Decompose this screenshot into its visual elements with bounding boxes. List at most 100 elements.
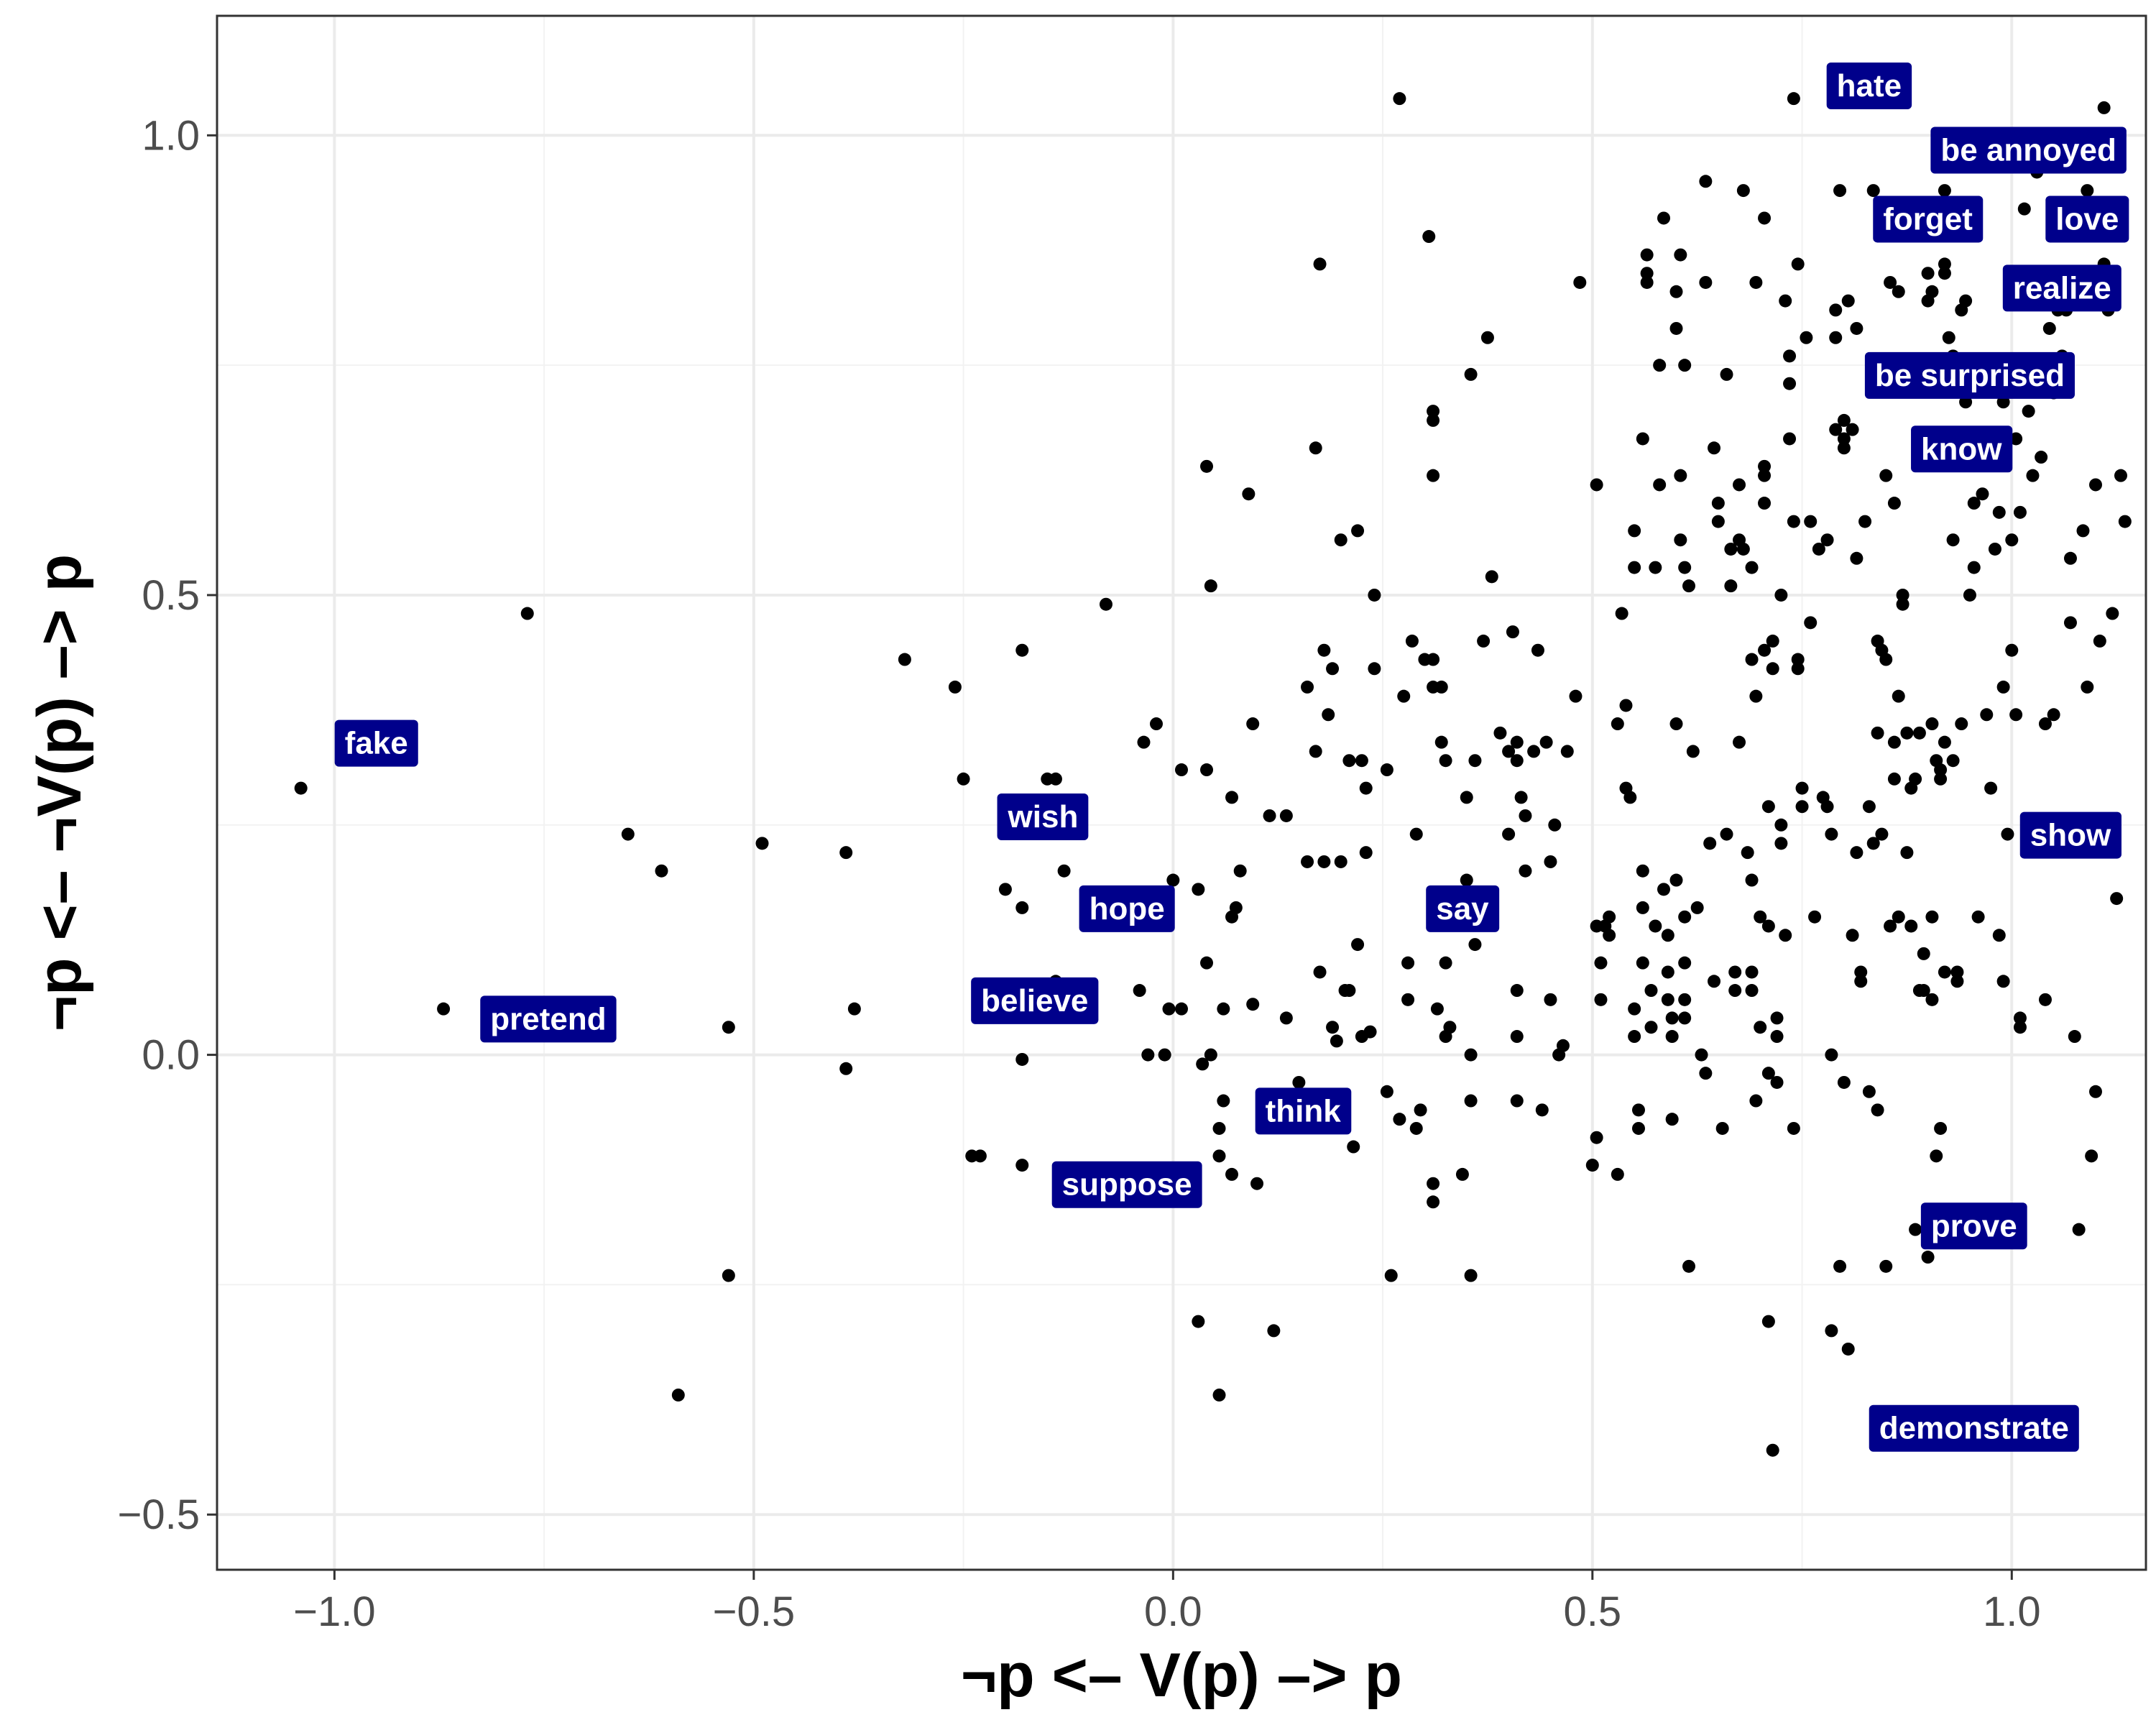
data-point [1833, 184, 1847, 198]
data-point [1808, 910, 1822, 924]
data-point [1674, 469, 1687, 482]
data-point [1770, 1075, 1784, 1089]
data-point [1405, 634, 1419, 648]
data-point [1158, 1048, 1171, 1062]
data-point [1480, 331, 1494, 344]
x-tick-label: 0.5 [1563, 1588, 1621, 1635]
data-point [1175, 1002, 1188, 1016]
data-point [998, 883, 1012, 896]
data-point [1825, 1048, 1838, 1062]
data-point [1766, 662, 1779, 676]
data-point [1787, 1121, 1800, 1135]
data-point [1427, 1195, 1440, 1209]
data-point [1971, 910, 1985, 924]
data-point [1640, 275, 1654, 289]
axes: −1.0 −0.5 0.0 0.5 1.0 −0.5 0.0 0.5 1.0 [118, 112, 2041, 1635]
point-label-box [1873, 196, 1984, 243]
data-point [839, 846, 853, 860]
point-label-text: love [2055, 201, 2119, 236]
data-point [1539, 735, 1553, 749]
data-point [1636, 901, 1649, 914]
data-point [1887, 772, 1901, 786]
data-point [1443, 1021, 1457, 1034]
data-point [1279, 809, 1293, 822]
data-point [1631, 1103, 1645, 1117]
x-axis-title: ¬p <– V(p) –> p [961, 1641, 1402, 1710]
data-point [1800, 331, 1813, 344]
data-point [1669, 285, 1683, 298]
data-point [1938, 735, 1951, 749]
data-point [1779, 929, 1792, 942]
data-point [1468, 754, 1482, 768]
data-point [2072, 1223, 2086, 1236]
data-point [2013, 1021, 2027, 1034]
point-label: suppose [1051, 1161, 1202, 1208]
data-point [1414, 1103, 1427, 1117]
point-label: be surprised [1864, 351, 2075, 399]
point-label: say [1426, 885, 1500, 932]
data-point [1200, 763, 1214, 777]
data-point [1946, 533, 1960, 547]
data-point [2013, 505, 2027, 519]
point-label: hate [1826, 62, 1912, 109]
data-point [847, 1002, 861, 1016]
data-point [2081, 680, 2094, 694]
data-point [1837, 441, 1851, 455]
data-point [1556, 1039, 1570, 1052]
data-point [1942, 331, 1955, 344]
data-point [1758, 459, 1772, 473]
data-point [1820, 800, 1834, 814]
point-label-text: know [1921, 431, 2002, 466]
data-point [1678, 910, 1692, 924]
point-label-text: be annoyed [1940, 132, 2116, 167]
data-point [1649, 561, 1662, 574]
data-point [1548, 818, 1562, 832]
point-label: show [2019, 811, 2122, 859]
data-point [1900, 726, 1914, 740]
data-point [1342, 754, 1356, 768]
point-labels: hate be annoyed forget love realize be surpri… [334, 62, 2129, 1452]
data-point [1921, 1251, 1935, 1264]
data-point [1783, 432, 1797, 446]
y-tick-label: 0.0 [142, 1032, 200, 1079]
point-label-box [2045, 196, 2129, 243]
data-point [2009, 708, 2023, 722]
data-point [1674, 248, 1687, 262]
data-point [1791, 257, 1805, 271]
data-point [1049, 772, 1062, 786]
data-point [1871, 1103, 1884, 1117]
y-tick-label: 0.5 [142, 572, 200, 619]
data-point [1434, 680, 1448, 694]
data-point [1758, 497, 1772, 510]
data-point [1359, 846, 1373, 860]
data-point [1733, 735, 1746, 749]
data-point [1560, 745, 1574, 758]
data-point [1892, 689, 1905, 703]
data-point [1464, 1269, 1478, 1282]
data-point [1200, 459, 1214, 473]
data-point [1510, 1094, 1524, 1108]
data-point [1749, 1094, 1763, 1108]
data-point [1854, 965, 1868, 979]
data-point [1761, 1067, 1775, 1080]
data-point [1665, 1113, 1679, 1126]
data-point [1761, 800, 1775, 814]
data-point [1175, 763, 1188, 777]
data-point [1699, 275, 1713, 289]
data-point [1678, 359, 1692, 372]
data-point [1678, 561, 1692, 574]
data-point [1590, 478, 1603, 492]
plot-border [216, 14, 2147, 1571]
data-point [1736, 542, 1750, 556]
data-point [1137, 735, 1151, 749]
data-point [1758, 643, 1772, 657]
data-point [1661, 965, 1674, 979]
data-point [1393, 1113, 1406, 1126]
data-point [1699, 175, 1713, 188]
data-point [1774, 588, 1788, 602]
data-point [1758, 469, 1772, 482]
data-point [1301, 855, 1314, 868]
data-point [1678, 1011, 1692, 1025]
data-point [1322, 708, 1335, 722]
data-point [437, 1002, 451, 1016]
